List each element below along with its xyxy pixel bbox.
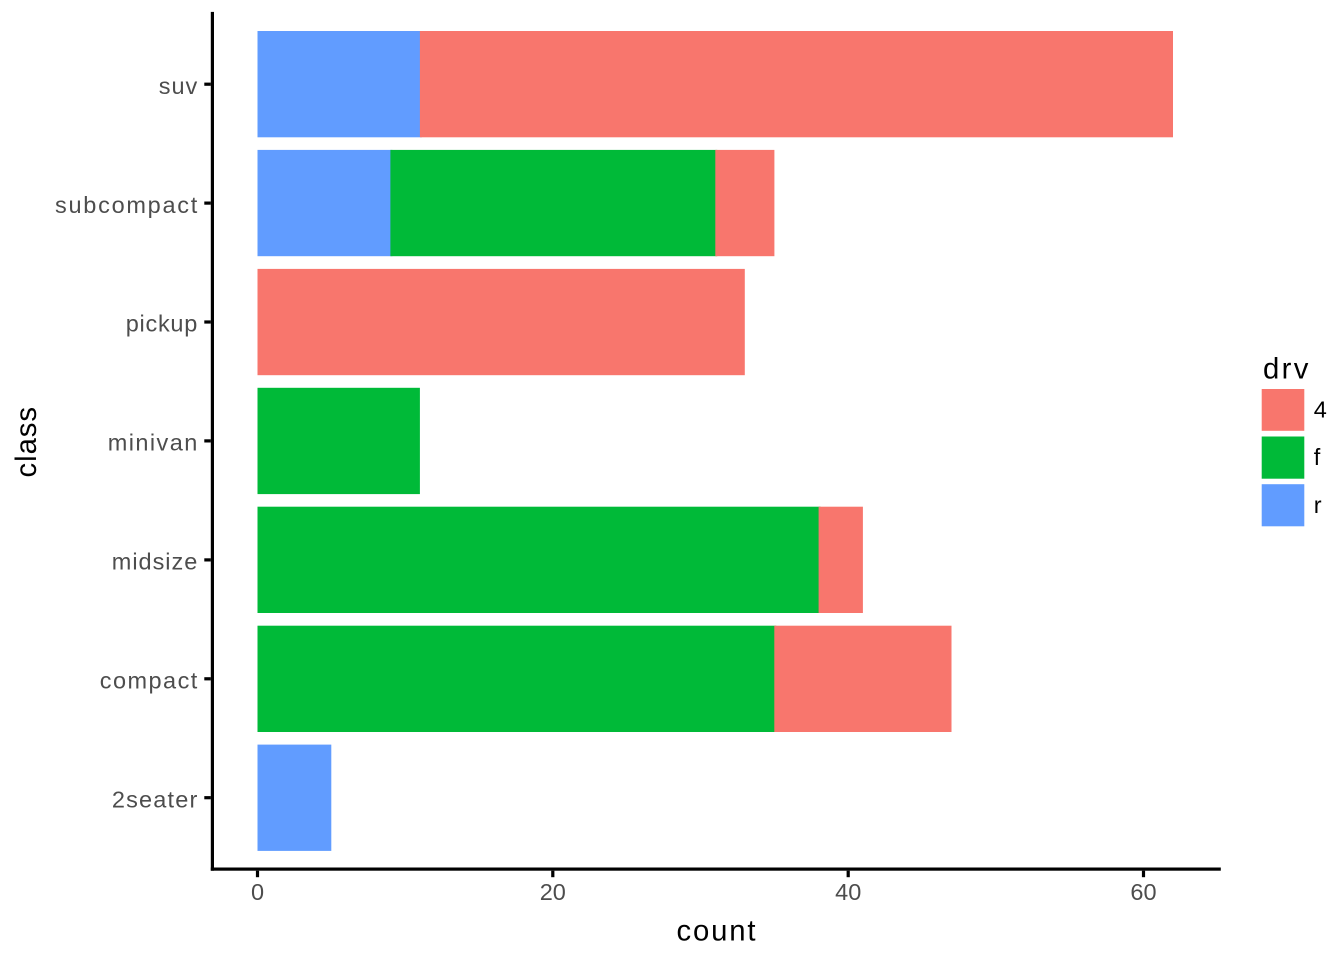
- svg-text:pickup: pickup: [126, 311, 198, 337]
- svg-text:midsize: midsize: [112, 549, 197, 575]
- svg-text:count: count: [677, 915, 756, 948]
- svg-text:drv: drv: [1263, 352, 1309, 385]
- svg-text:0: 0: [251, 879, 264, 905]
- svg-text:compact: compact: [100, 668, 198, 694]
- svg-text:subcompact: subcompact: [55, 192, 198, 218]
- svg-text:20: 20: [540, 879, 566, 905]
- svg-text:60: 60: [1130, 879, 1156, 905]
- svg-text:40: 40: [835, 879, 861, 905]
- svg-text:r: r: [1314, 492, 1322, 518]
- svg-text:suv: suv: [159, 73, 198, 99]
- svg-text:f: f: [1314, 444, 1321, 470]
- svg-text:4: 4: [1314, 396, 1327, 422]
- svg-text:minivan: minivan: [108, 430, 198, 456]
- svg-text:class: class: [10, 407, 43, 478]
- svg-text:2seater: 2seater: [112, 786, 198, 812]
